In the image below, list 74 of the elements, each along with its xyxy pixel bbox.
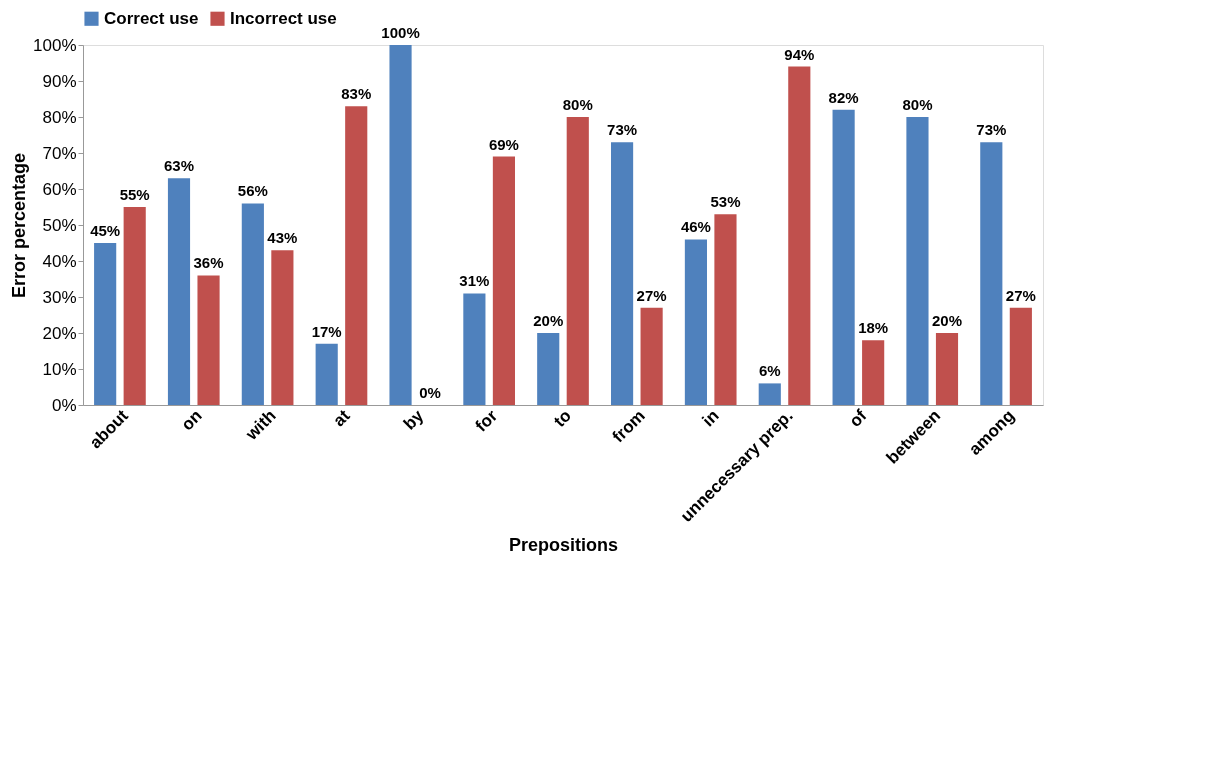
y-tick-label: 80% (42, 107, 77, 127)
data-label: 6% (758, 362, 781, 380)
bar (345, 106, 368, 405)
data-label: 43% (267, 229, 298, 247)
bar (684, 239, 707, 405)
data-label: 73% (607, 121, 638, 139)
bar (906, 117, 929, 405)
y-axis-title: Error percentage (9, 152, 30, 299)
x-tick-label: for (471, 405, 502, 436)
bar (167, 178, 191, 405)
y-tick-label: 90% (42, 71, 77, 91)
y-tick-label: 0% (51, 395, 77, 415)
bar (832, 109, 855, 405)
data-label: 73% (976, 121, 1007, 139)
x-tick-label: by (399, 405, 428, 434)
bar (640, 307, 663, 405)
x-tick-label: of (845, 405, 871, 431)
data-label: 100% (381, 24, 420, 41)
bar (862, 340, 885, 405)
bar (197, 275, 220, 405)
bar (566, 117, 589, 405)
x-tick-label: on (177, 406, 206, 435)
data-label: 45% (90, 222, 121, 239)
legend-label: Incorrect use (230, 8, 337, 28)
bar (492, 156, 515, 405)
data-label: 80% (902, 96, 933, 113)
bar (758, 383, 781, 405)
data-label: 56% (237, 182, 268, 200)
legend-label: Correct use (104, 8, 199, 28)
y-tick-label: 40% (42, 251, 77, 271)
data-label: 27% (1005, 286, 1036, 304)
data-label: 83% (341, 85, 372, 103)
bar (935, 333, 959, 405)
bar (980, 142, 1003, 405)
x-axis-title: Prepositions (508, 535, 619, 556)
y-tick-label: 50% (42, 215, 77, 235)
bar (1009, 307, 1032, 405)
x-tick-label: to (550, 406, 576, 431)
data-label: 63% (163, 157, 195, 175)
bar (271, 250, 294, 405)
bar (123, 207, 146, 405)
y-tick-label: 60% (42, 179, 77, 199)
x-tick-label: with (241, 406, 280, 445)
bar (611, 142, 634, 405)
data-label: 82% (828, 88, 859, 106)
y-tick-label: 100% (33, 35, 77, 55)
y-tick-label: 30% (42, 287, 77, 307)
data-label: 36% (193, 254, 224, 272)
data-label: 31% (459, 272, 490, 290)
bar (94, 243, 117, 405)
y-tick-label: 20% (42, 323, 77, 343)
bar (389, 45, 412, 405)
y-tick-label: 10% (42, 359, 77, 379)
bar (788, 66, 811, 405)
bar (241, 203, 264, 405)
y-tick-label: 70% (42, 143, 77, 163)
data-label: 94% (784, 45, 815, 63)
data-label: 53% (710, 193, 741, 211)
data-label: 46% (680, 218, 711, 236)
bar (463, 293, 486, 405)
data-label: 55% (119, 186, 150, 203)
data-label: 27% (636, 286, 667, 304)
x-tick-label: at (329, 405, 354, 431)
data-label: 80% (562, 96, 593, 113)
data-label: 20% (533, 312, 564, 329)
data-label: 17% (311, 322, 342, 340)
bar (315, 343, 338, 405)
bar (714, 214, 737, 405)
data-label: 20% (931, 312, 963, 329)
data-label: 18% (858, 319, 889, 337)
data-label: 69% (488, 135, 519, 153)
data-label: 0% (419, 384, 441, 401)
x-tick-label: in (698, 406, 723, 431)
bar (537, 333, 560, 405)
